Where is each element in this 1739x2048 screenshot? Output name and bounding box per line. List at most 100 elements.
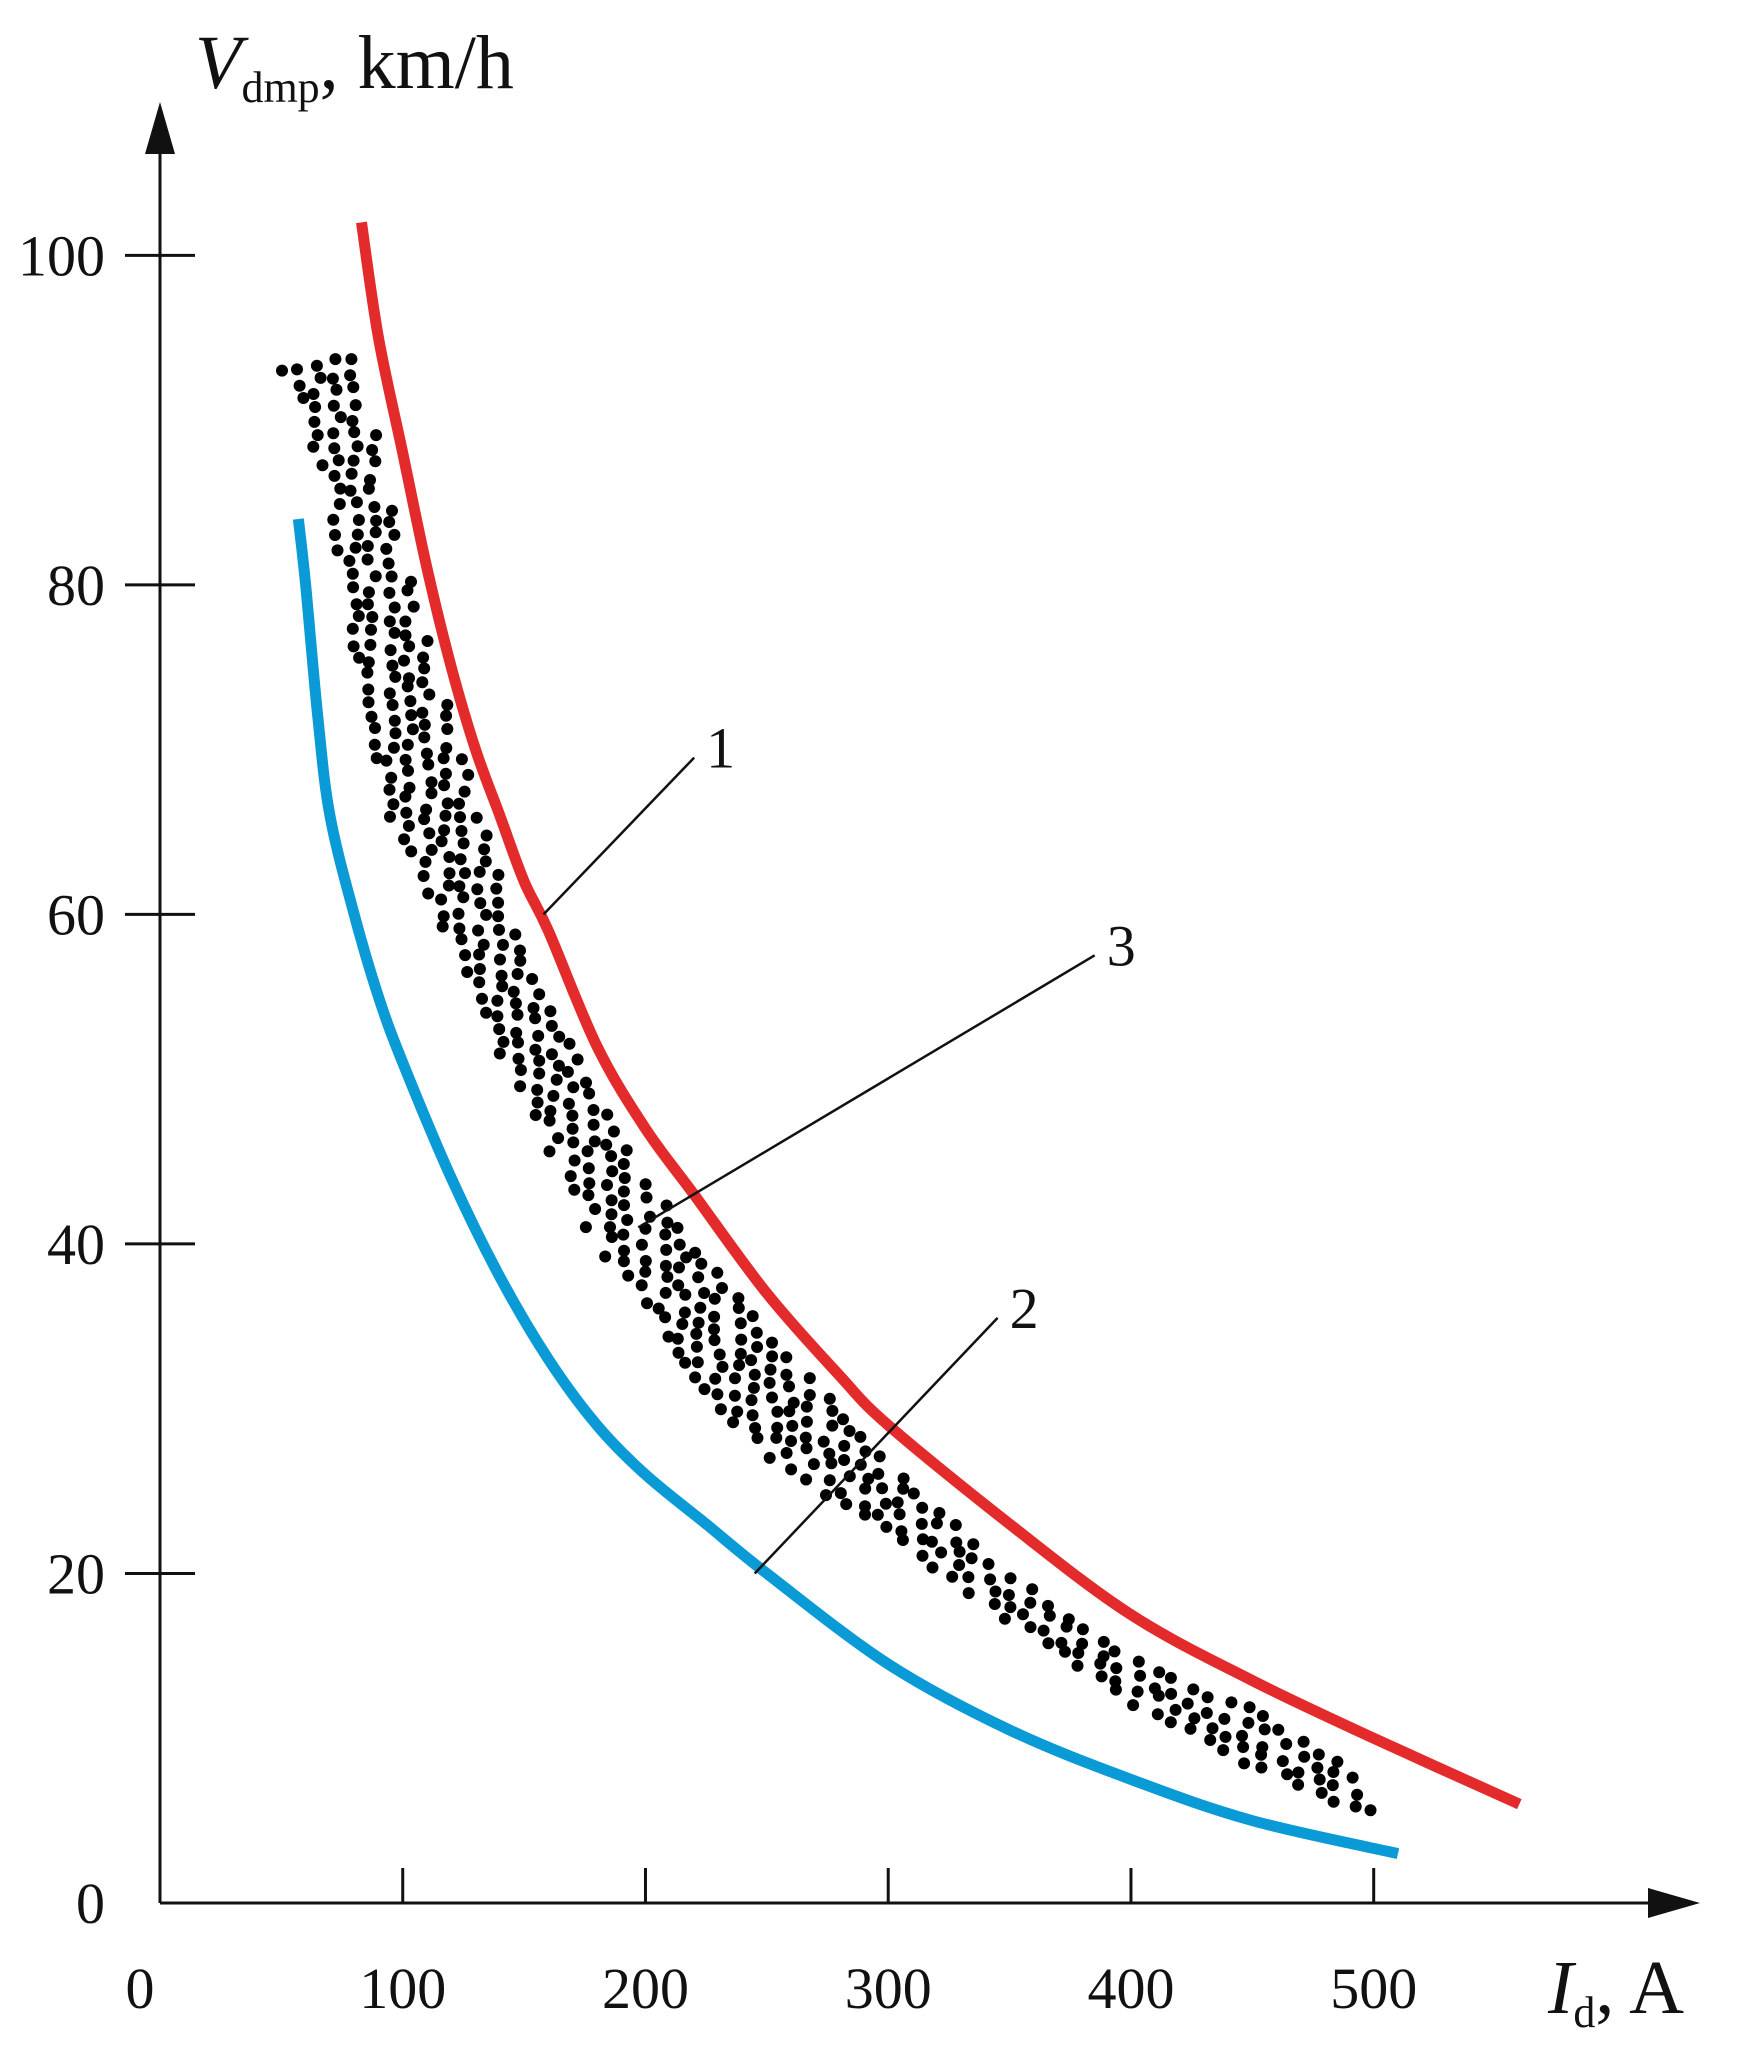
scatter-dot — [1349, 1800, 1362, 1813]
y-axis-title: Vdmp, km/h — [195, 21, 514, 112]
scatter-dot — [599, 1250, 612, 1263]
scatter-dot — [679, 1288, 692, 1301]
scatter-dot — [453, 797, 465, 810]
scatter-dot — [708, 1310, 721, 1323]
scatter-dot — [748, 1368, 761, 1381]
scatter-dot — [639, 1255, 652, 1267]
scatter-dot — [571, 1053, 584, 1066]
scatter-dot — [398, 654, 410, 667]
scatter-dot — [493, 923, 505, 936]
y-axis-arrow — [145, 102, 175, 154]
scatter-dot — [435, 893, 448, 906]
scatter-dot — [425, 787, 438, 800]
scatter-dot — [311, 429, 324, 442]
scatter-dot — [897, 1482, 910, 1495]
scatter-dot — [984, 1573, 997, 1586]
scatter-dot — [709, 1372, 722, 1385]
scatter-dot — [362, 586, 375, 599]
scatter-dot — [470, 811, 483, 824]
scatter-dot — [1258, 1723, 1271, 1736]
scatter-dot — [876, 1482, 889, 1495]
scatter-dot — [659, 1228, 672, 1241]
scatter-dot — [293, 379, 306, 392]
scatter-dot — [328, 469, 341, 482]
scatter-dot — [750, 1326, 763, 1339]
scatter-dot — [478, 843, 491, 856]
scatter-dot — [416, 706, 429, 719]
scatter-dot — [420, 747, 433, 760]
scatter-dot — [587, 1118, 600, 1131]
scatter-dot — [416, 676, 429, 689]
scatter-dot — [1351, 1788, 1364, 1801]
scatter-dot — [1255, 1761, 1268, 1774]
y-tick-label-80: 80 — [47, 553, 105, 618]
scatter-dot — [440, 709, 453, 722]
scatter-dot — [418, 718, 431, 731]
scatter-dot — [386, 659, 399, 672]
scatter-dot — [509, 997, 522, 1010]
scatter-dot — [349, 399, 362, 412]
scatter-dot — [1225, 1696, 1238, 1709]
scatter-dot — [492, 868, 505, 881]
scatter-dot — [370, 752, 383, 765]
scatter-dot — [907, 1487, 920, 1500]
scatter-dot — [580, 1076, 592, 1089]
scatter-dot — [690, 1327, 703, 1340]
scatter-dot — [544, 1105, 557, 1117]
scatter-dot — [329, 529, 341, 541]
x-axis-arrow — [1648, 1888, 1700, 1918]
scatter-dot — [690, 1340, 703, 1353]
scatter-dot — [825, 1457, 838, 1470]
scatter-dot — [401, 584, 414, 597]
scatter-dot — [398, 833, 411, 846]
scatter-dot — [1327, 1795, 1340, 1808]
scatter-dot — [332, 454, 345, 467]
scatter-dot — [732, 1302, 745, 1314]
scatter-dot — [746, 1409, 759, 1422]
scatter-dot — [766, 1391, 778, 1404]
scatter-dot — [443, 851, 456, 863]
scatter-dot — [291, 363, 303, 376]
scatter-dot — [935, 1546, 948, 1559]
scatter-dot — [461, 966, 474, 978]
scatter-dot — [1134, 1669, 1147, 1682]
curve-1 — [356, 221, 1522, 1810]
scatter-dot — [440, 742, 453, 754]
scatter-dot — [543, 1114, 556, 1127]
scatter-dot — [604, 1221, 616, 1234]
scatter-dot — [383, 615, 396, 628]
scatter-dot — [439, 809, 452, 822]
scatter-dot — [589, 1203, 602, 1215]
scatter-dot — [399, 753, 412, 766]
scatter-dot — [1042, 1637, 1055, 1650]
scatter-dot — [417, 651, 430, 664]
scatter-dot — [400, 806, 413, 819]
scatter-dot — [605, 1231, 618, 1243]
scatter-dot — [419, 855, 432, 868]
scatter-dot — [361, 540, 374, 552]
scatter-dot — [550, 1073, 563, 1086]
scatter-dot — [843, 1425, 856, 1437]
scatter-dot — [384, 810, 396, 823]
scatter-dot — [308, 415, 321, 428]
scatter-dot — [564, 1170, 577, 1183]
scatter-dot — [617, 1158, 630, 1170]
scatter-dot — [621, 1214, 634, 1226]
scatter-dot — [347, 454, 360, 467]
scatter-dot — [859, 1500, 871, 1513]
scatter-dot — [437, 752, 450, 765]
scatter-dot — [601, 1179, 613, 1191]
scatter-dot — [383, 687, 396, 700]
scatter-dot — [896, 1534, 909, 1546]
scatter-dot — [386, 504, 398, 517]
callout-label-2: 2 — [1010, 1276, 1039, 1341]
scatter-dot — [418, 662, 431, 675]
scatter-dot — [716, 1282, 728, 1294]
callout-label-3: 3 — [1107, 913, 1136, 978]
scatter-dot — [473, 976, 486, 989]
scatter-dot — [989, 1585, 1002, 1598]
scatter-dot — [617, 1255, 630, 1268]
scatter-dot — [933, 1507, 946, 1519]
scatter-dot — [946, 1570, 959, 1583]
scatter-dot — [662, 1330, 675, 1343]
